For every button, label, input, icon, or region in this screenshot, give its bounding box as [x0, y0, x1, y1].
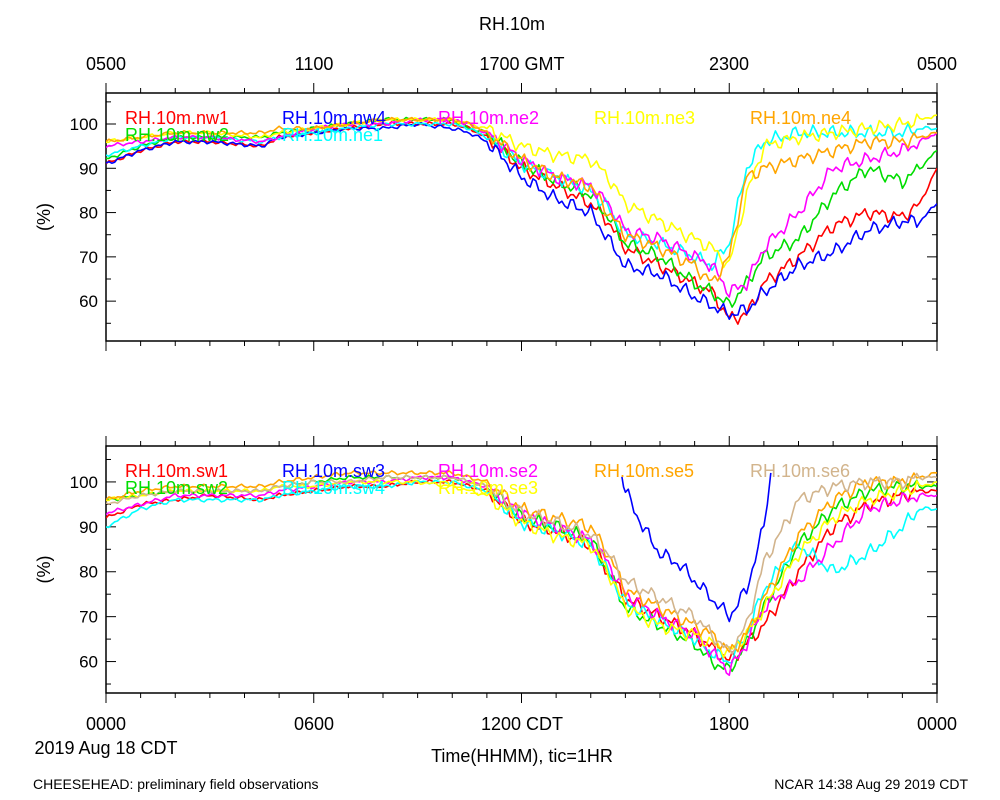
series-group — [106, 113, 937, 325]
bottom-tick-label: 0000 — [86, 714, 126, 734]
legend-label-rh-10m-nw1: RH.10m.nw1 — [125, 108, 229, 128]
bottom-tick-label: 0000 — [917, 714, 957, 734]
top-tick-label: 0500 — [86, 54, 126, 74]
bottom-axis-labels: 0000 0600 1200 CDT 1800 0000 — [86, 714, 957, 734]
y-tick-label: 70 — [79, 608, 98, 627]
legend-label-rh-10m-sw2: RH.10m.sw2 — [125, 478, 228, 498]
bottom-tick-label: 1800 — [709, 714, 749, 734]
y-tick-label: 60 — [79, 653, 98, 672]
series-line-rh-10m-sw2 — [106, 474, 937, 673]
legend-label-rh-10m-ne1: RH.10m.ne1 — [282, 125, 383, 145]
series-line-rh-10m-nw4 — [106, 121, 937, 320]
legend-label-rh-10m-sw3: RH.10m.sw3 — [282, 461, 385, 481]
legend-label-rh-10m-se3: RH.10m.se3 — [438, 478, 538, 498]
footer-right: NCAR 14:38 Aug 29 2019 CDT — [774, 776, 968, 792]
legend-label-rh-10m-ne4: RH.10m.ne4 — [750, 108, 851, 128]
legend-label-rh-10m-sw1: RH.10m.sw1 — [125, 461, 228, 481]
y-axis-label: (%) — [34, 203, 54, 231]
y-tick-label: 70 — [79, 248, 98, 267]
legend-label-rh-10m-nw2: RH.10m.nw2 — [125, 125, 229, 145]
top-tick-label: 1100 — [295, 54, 334, 74]
legend-label-rh-10m-ne2: RH.10m.ne2 — [438, 108, 539, 128]
y-tick-label: 90 — [79, 159, 98, 178]
legend-label-rh-10m-se2: RH.10m.se2 — [438, 461, 538, 481]
series-line-rh-10m-sw4 — [106, 479, 937, 664]
series-line-rh-10m-sw1 — [106, 479, 937, 661]
series-line-rh-10m-ne4 — [106, 116, 937, 282]
y-axis-label: (%) — [34, 556, 54, 584]
footer-left: CHEESEHEAD: preliminary field observatio… — [33, 776, 319, 792]
x-axis-label: Time(HHMM), tic=1HR — [431, 746, 613, 766]
legend-label-rh-10m-nw4: RH.10m.nw4 — [282, 108, 386, 128]
bottom-tick-label: 0600 — [294, 714, 334, 734]
series-line-rh-10m-ne2 — [106, 117, 937, 298]
legend-label-rh-10m-sw4: RH.10m.sw4 — [282, 478, 385, 498]
bottom-tick-label: 1200 CDT — [481, 714, 563, 734]
y-tick-label: 100 — [70, 115, 98, 134]
top-axis-labels: 0500 1100 1700 GMT 2300 0500 — [86, 54, 957, 74]
plot-frame — [105, 92, 938, 342]
legend-label-rh-10m-se5: RH.10m.se5 — [594, 461, 694, 481]
series-line-rh-10m-se6 — [106, 472, 937, 655]
y-tick-label: 60 — [79, 292, 98, 311]
series-line-rh-10m-sw3 — [621, 472, 772, 623]
top-tick-label: 2300 — [709, 54, 749, 74]
date-label: 2019 Aug 18 CDT — [34, 738, 177, 758]
series-line-rh-10m-nw2 — [106, 116, 937, 308]
y-tick-label: 80 — [79, 563, 98, 582]
y-tick-label: 80 — [79, 204, 98, 223]
y-tick-label: 100 — [70, 473, 98, 492]
series-line-rh-10m-ne3 — [106, 113, 937, 269]
top-tick-label: 1700 GMT — [479, 54, 564, 74]
series-group — [106, 470, 937, 677]
legend-label-rh-10m-ne3: RH.10m.ne3 — [594, 108, 695, 128]
chart-title: RH.10m — [479, 14, 545, 34]
top-tick-label: 0500 — [917, 54, 957, 74]
series-line-rh-10m-se3 — [106, 479, 937, 659]
y-tick-label: 90 — [79, 518, 98, 537]
series-line-rh-10m-se2 — [106, 475, 937, 677]
series-line-rh-10m-ne1 — [106, 121, 937, 271]
legend-label-rh-10m-se6: RH.10m.se6 — [750, 461, 850, 481]
